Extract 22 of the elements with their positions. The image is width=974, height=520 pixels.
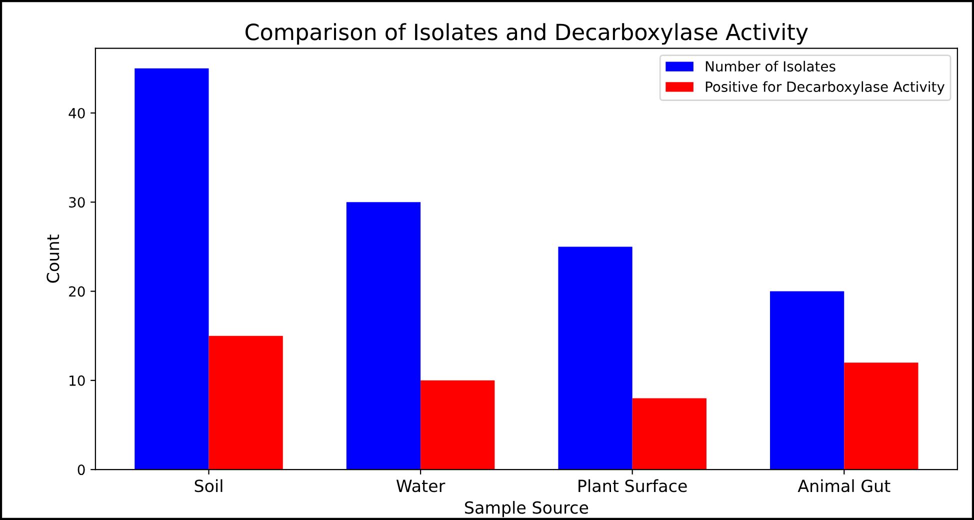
y-tick-label: 10 — [70, 375, 85, 386]
bar — [420, 380, 495, 470]
x-tick-label: Animal Gut — [798, 479, 890, 492]
y-tick-label: 0 — [78, 464, 85, 476]
bar — [208, 336, 283, 470]
bar — [346, 202, 421, 470]
bar — [558, 246, 632, 470]
bar — [134, 68, 209, 470]
bar — [770, 291, 844, 470]
x-axis-title: Sample Source — [465, 500, 588, 518]
legend-label: Number of Isolates — [706, 60, 836, 72]
y-tick-label: 20 — [69, 286, 85, 297]
y-tick-label: 30 — [69, 197, 85, 208]
y-axis-title: Count — [46, 234, 60, 283]
bar — [844, 362, 918, 470]
chart-title: Comparison of Isolates and Decarboxylase Activity — [246, 23, 808, 45]
x-tick-label: Water — [396, 480, 446, 492]
x-tick-label: Plant Surface — [578, 479, 687, 492]
bar — [632, 398, 706, 470]
x-tick-label: Soil — [194, 479, 222, 492]
y-tick-label: 40 — [68, 108, 85, 118]
legend-label: Positive for Decarboxylase Activity — [706, 81, 945, 95]
